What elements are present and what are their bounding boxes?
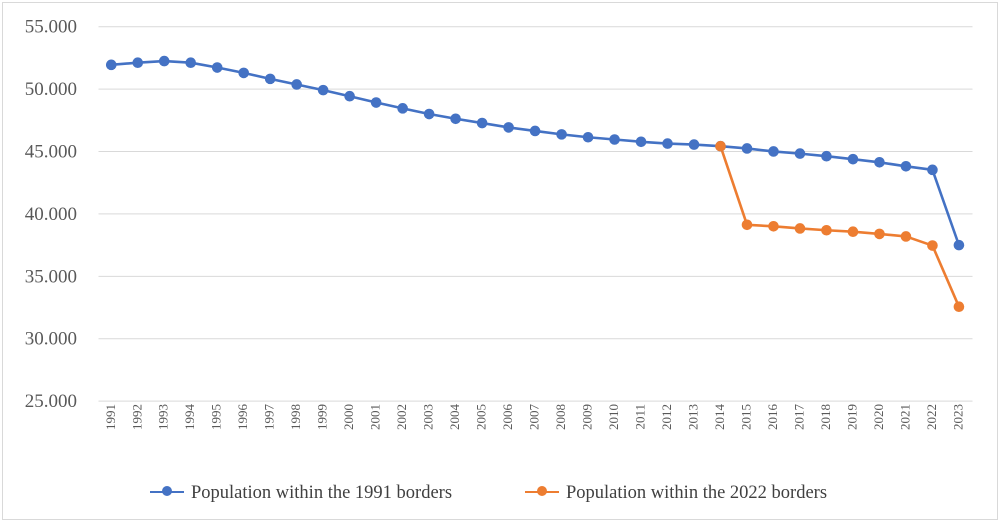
svg-text:30.000: 30.000 (25, 329, 77, 350)
svg-text:2012: 2012 (659, 404, 674, 430)
svg-text:2010: 2010 (606, 404, 621, 430)
svg-text:2002: 2002 (394, 404, 409, 430)
svg-text:2022: 2022 (924, 404, 939, 430)
svg-text:2009: 2009 (580, 404, 595, 430)
svg-text:2023: 2023 (950, 404, 965, 430)
svg-text:1993: 1993 (156, 404, 171, 430)
svg-text:55.000: 55.000 (25, 17, 77, 38)
svg-text:25.000: 25.000 (25, 391, 77, 412)
svg-text:1991: 1991 (103, 404, 118, 430)
svg-text:40.000: 40.000 (25, 204, 77, 225)
svg-text:2016: 2016 (765, 404, 780, 431)
svg-text:2019: 2019 (844, 404, 859, 430)
svg-text:2001: 2001 (368, 404, 383, 430)
svg-text:50.000: 50.000 (25, 79, 77, 100)
svg-text:2018: 2018 (818, 404, 833, 430)
svg-text:35.000: 35.000 (25, 266, 77, 287)
svg-text:2006: 2006 (500, 404, 515, 431)
svg-text:2015: 2015 (739, 404, 754, 430)
svg-text:1996: 1996 (235, 404, 250, 431)
svg-text:1994: 1994 (182, 404, 197, 431)
svg-text:2007: 2007 (527, 404, 542, 431)
svg-text:1999: 1999 (315, 404, 330, 430)
svg-text:2011: 2011 (633, 404, 648, 430)
svg-text:45.000: 45.000 (25, 142, 77, 163)
svg-text:2020: 2020 (871, 404, 886, 430)
svg-text:1995: 1995 (209, 404, 224, 430)
svg-text:1998: 1998 (288, 404, 303, 430)
svg-text:2014: 2014 (712, 404, 727, 431)
svg-text:1992: 1992 (129, 404, 144, 430)
svg-text:2003: 2003 (421, 404, 436, 430)
svg-text:2005: 2005 (474, 404, 489, 430)
svg-text:2013: 2013 (686, 404, 701, 430)
svg-text:2021: 2021 (897, 404, 912, 430)
svg-text:2000: 2000 (341, 404, 356, 430)
svg-text:1997: 1997 (262, 404, 277, 431)
svg-text:2008: 2008 (553, 404, 568, 430)
svg-text:2017: 2017 (792, 404, 807, 431)
svg-text:2004: 2004 (447, 404, 462, 431)
